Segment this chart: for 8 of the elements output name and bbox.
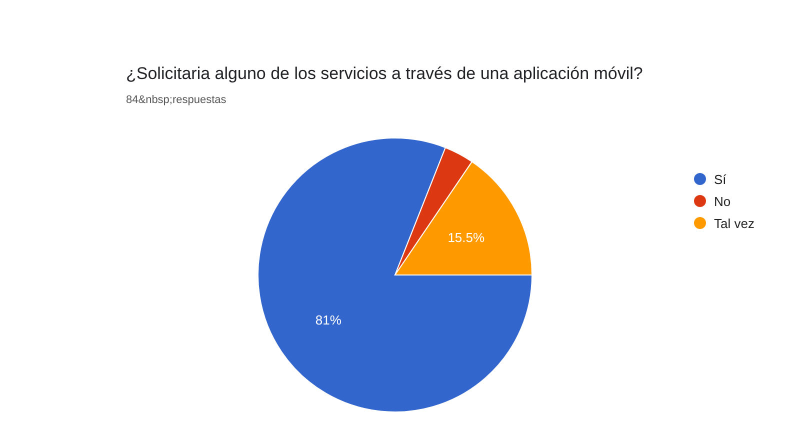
legend-label: Tal vez <box>714 216 754 230</box>
pie-slice <box>258 138 532 412</box>
legend-label: No <box>714 194 731 208</box>
data-label: 15.5% <box>448 230 486 245</box>
legend-label: Sí <box>714 172 726 186</box>
data-label: 81% <box>315 312 342 328</box>
chart-title: ¿Solicitaria alguno de los servicios a través de una aplicación móvil? <box>126 64 643 84</box>
chart-subtitle: 84&nbsp;respuestas <box>126 94 226 106</box>
